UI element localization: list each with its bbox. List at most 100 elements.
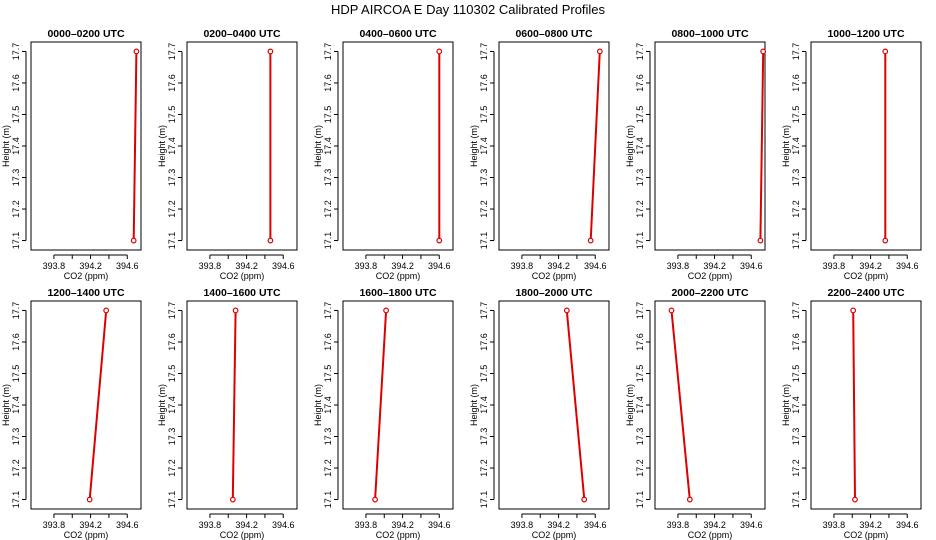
x-tick-label: 394.2 xyxy=(79,261,102,271)
x-axis: 393.8 394.2 394.6 CO2 (ppm) xyxy=(43,513,139,540)
data-point xyxy=(436,237,443,244)
y-tick-label: 17.7 xyxy=(635,302,645,320)
x-tick-label: 394.2 xyxy=(391,261,414,271)
profile-line xyxy=(132,51,138,241)
panel-3: 0400–0600 UTC 393.8 394.2 394.6 CO2 (ppm) 17.… xyxy=(313,28,454,281)
x-axis-label: CO2 (ppm) xyxy=(376,530,421,540)
y-axis: 17.1 17.2 17.3 17.4 17.5 17.6 17.7 Height (m) xyxy=(1,43,27,249)
y-tick-label: 17.1 xyxy=(635,232,645,250)
y-tick-label: 17.3 xyxy=(791,169,801,187)
data-point xyxy=(852,496,858,503)
plot-frame xyxy=(810,300,922,510)
y-tick-label: 17.3 xyxy=(323,428,333,446)
y-tick-label: 17.3 xyxy=(11,428,21,446)
y-axis-label: Height (m) xyxy=(157,125,167,167)
data-point xyxy=(383,307,389,314)
y-axis: 17.1 17.2 17.3 17.4 17.5 17.6 17.7 Height (m) xyxy=(157,302,183,509)
y-tick-label: 17.4 xyxy=(635,137,645,155)
y-tick-label: 17.4 xyxy=(791,137,801,155)
x-tick-label: 394.6 xyxy=(896,261,919,271)
y-tick-label: 17.6 xyxy=(323,333,333,351)
y-tick-label: 17.2 xyxy=(635,200,645,218)
y-tick-label: 17.4 xyxy=(479,137,489,155)
panel-4: 0600–0800 UTC 393.8 394.2 394.6 CO2 (ppm) 17.… xyxy=(469,28,610,281)
data-point xyxy=(850,307,857,314)
y-tick-label: 17.4 xyxy=(791,396,801,414)
x-tick-label: 393.8 xyxy=(355,261,378,271)
y-axis: 17.1 17.2 17.3 17.4 17.5 17.6 17.7 Height (m) xyxy=(625,43,651,250)
y-tick-label: 17.5 xyxy=(167,106,177,124)
data-point xyxy=(372,496,378,503)
panel-title: 0600–0800 UTC xyxy=(515,28,592,40)
x-axis-label: CO2 (ppm) xyxy=(64,530,109,540)
y-tick-label: 17.3 xyxy=(635,428,645,446)
y-tick-label: 17.1 xyxy=(323,491,333,509)
x-tick-label: 393.8 xyxy=(667,520,690,530)
x-axis: 393.8 394.2 394.6 CO2 (ppm) xyxy=(823,513,919,540)
x-tick-label: 394.6 xyxy=(272,520,295,530)
x-tick-label: 394.6 xyxy=(584,520,607,530)
x-axis: 393.8 394.2 394.6 CO2 (ppm) xyxy=(199,254,295,281)
profile-line xyxy=(565,310,586,500)
y-tick-label: 17.7 xyxy=(167,302,177,320)
figure-title: HDP AIRCOA E Day 110302 Calibrated Profi… xyxy=(331,2,606,17)
y-tick-label: 17.1 xyxy=(791,491,801,509)
x-tick-label: 394.2 xyxy=(859,520,882,530)
x-axis-label: CO2 (ppm) xyxy=(64,271,109,281)
y-axis-label: Height (m) xyxy=(781,125,791,167)
panel-7: 1200–1400 UTC 393.8 394.2 394.6 CO2 (ppm) 17.… xyxy=(1,287,142,540)
plot-frame xyxy=(342,41,454,251)
y-tick-label: 17.5 xyxy=(479,365,489,383)
panel-title: 1200–1400 UTC xyxy=(47,287,124,299)
x-axis-label: CO2 (ppm) xyxy=(688,271,733,281)
data-point xyxy=(232,307,239,314)
y-tick-label: 17.2 xyxy=(167,200,177,218)
y-tick-label: 17.6 xyxy=(479,333,489,351)
y-tick-label: 17.5 xyxy=(635,106,645,124)
x-tick-label: 393.8 xyxy=(823,261,846,271)
x-tick-label: 394.2 xyxy=(547,520,570,530)
x-tick-label: 393.8 xyxy=(43,520,66,530)
x-tick-label: 393.8 xyxy=(199,261,222,271)
panel-title: 1400–1600 UTC xyxy=(203,287,280,299)
x-tick-label: 394.6 xyxy=(116,261,139,271)
y-tick-label: 17.1 xyxy=(167,491,177,509)
y-axis-label: Height (m) xyxy=(625,384,635,426)
panel-title: 0400–0600 UTC xyxy=(359,28,436,40)
y-tick-label: 17.1 xyxy=(167,232,177,250)
plot-frame xyxy=(654,300,766,510)
plot-frame xyxy=(342,300,454,510)
panel-6: 1000–1200 UTC 393.8 394.2 394.6 CO2 (ppm) 17.… xyxy=(781,28,922,281)
y-tick-label: 17.5 xyxy=(479,106,489,124)
x-axis: 393.8 394.2 394.6 CO2 (ppm) xyxy=(355,513,451,540)
data-point xyxy=(436,48,443,55)
x-axis: 393.8 394.2 394.6 CO2 (ppm) xyxy=(43,254,139,281)
y-tick-label: 17.2 xyxy=(323,200,333,218)
y-tick-label: 17.1 xyxy=(479,491,489,509)
y-axis-label: Height (m) xyxy=(625,125,635,167)
x-axis: 393.8 394.2 394.6 CO2 (ppm) xyxy=(667,513,763,540)
x-tick-label: 394.2 xyxy=(235,261,258,271)
data-point xyxy=(267,237,274,244)
y-tick-label: 17.5 xyxy=(11,365,21,383)
y-tick-label: 17.1 xyxy=(635,491,645,509)
x-tick-label: 393.8 xyxy=(355,520,378,530)
x-tick-label: 394.6 xyxy=(740,261,763,271)
y-tick-label: 17.3 xyxy=(11,169,21,187)
y-tick-label: 17.7 xyxy=(479,302,489,320)
x-axis-label: CO2 (ppm) xyxy=(376,271,421,281)
y-tick-label: 17.2 xyxy=(11,200,21,218)
panel-title: 0800–1000 UTC xyxy=(671,28,748,40)
x-tick-label: 394.2 xyxy=(235,520,258,530)
y-tick-label: 17.2 xyxy=(167,459,177,477)
x-axis-label: CO2 (ppm) xyxy=(532,530,577,540)
y-tick-label: 17.5 xyxy=(323,106,333,124)
panel-5: 0800–1000 UTC 393.8 394.2 394.6 CO2 (ppm) 17.… xyxy=(625,28,767,281)
y-tick-label: 17.5 xyxy=(323,365,333,383)
y-tick-label: 17.6 xyxy=(167,333,177,351)
y-axis: 17.1 17.2 17.3 17.4 17.5 17.6 17.7 Height (m) xyxy=(313,302,339,509)
y-tick-label: 17.2 xyxy=(323,459,333,477)
x-axis: 393.8 394.2 394.6 CO2 (ppm) xyxy=(511,513,607,540)
y-tick-label: 17.6 xyxy=(323,74,333,92)
y-tick-label: 17.1 xyxy=(479,232,489,250)
